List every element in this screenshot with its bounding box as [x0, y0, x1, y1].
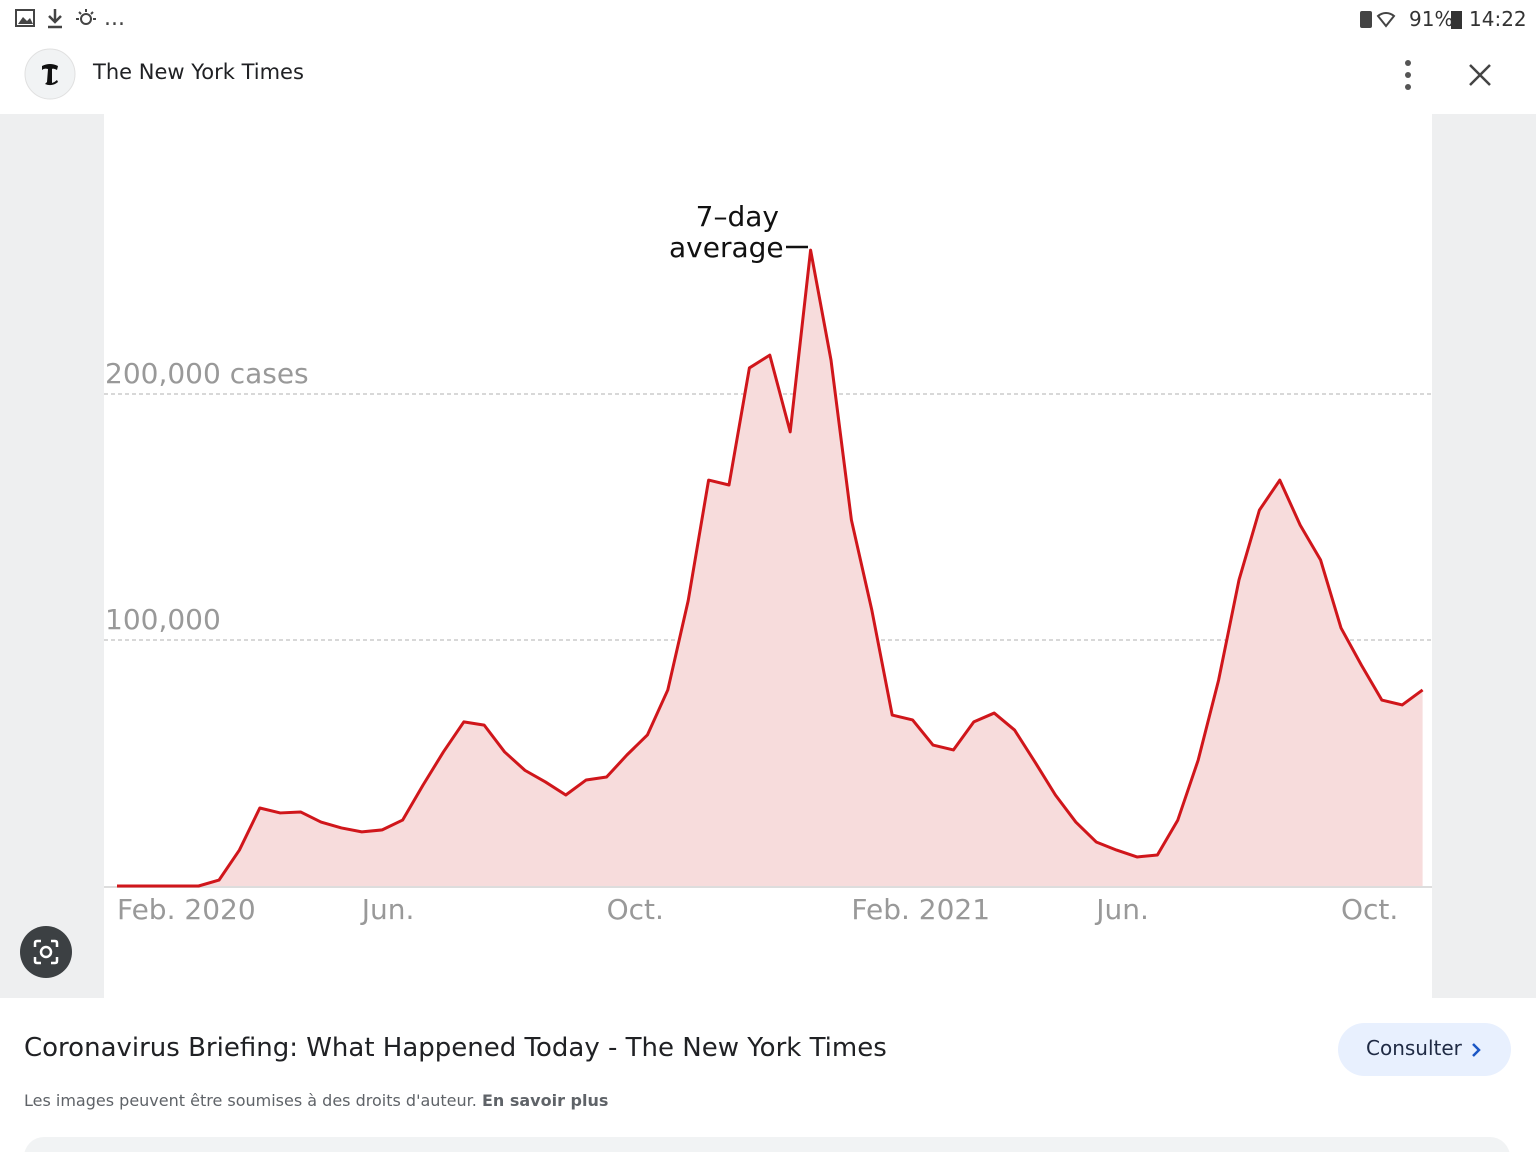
x-tick-label: Oct.: [1341, 893, 1398, 926]
x-tick-label: Oct.: [607, 893, 664, 926]
x-tick-label: Jun.: [360, 893, 415, 926]
battery-icon: [1451, 11, 1462, 29]
bottom-panel: [24, 1137, 1510, 1152]
viewer-margin: [0, 114, 104, 998]
battery-level: 91%: [1409, 7, 1454, 31]
chevron: [1472, 1043, 1481, 1057]
disclaimer: Les images peuvent être soumises à des d…: [24, 1091, 608, 1110]
menu-button[interactable]: [1396, 58, 1420, 92]
y-tick-label: 200,000 cases: [105, 357, 309, 390]
close-button[interactable]: [1466, 61, 1494, 89]
lens-button[interactable]: [20, 926, 74, 980]
status-icons-right: [1360, 11, 1396, 28]
site-name: The New York Times: [93, 60, 304, 84]
status-icons: [15, 9, 96, 29]
area: [117, 250, 1423, 887]
result-title[interactable]: Coronavirus Briefing: What Happened Toda…: [24, 1033, 887, 1063]
x-tick-label: Feb. 2021: [851, 893, 990, 926]
annotation-pointer: [786, 245, 808, 249]
chart: 100,000 200,000 cases Feb. 2020 Jun. Oct. Feb…: [104, 248, 1432, 926]
visit-button-label[interactable]: Consulter: [1366, 1036, 1462, 1060]
status-more: ...: [104, 6, 125, 31]
site-logo: [24, 48, 76, 100]
y-tick-label: 100,000: [105, 603, 221, 636]
disclaimer-text: Les images peuvent être soumises à des d…: [24, 1091, 477, 1110]
viewer-margin: [1432, 114, 1536, 998]
x-tick-label: Jun.: [1094, 893, 1149, 926]
visit-button[interactable]: [1338, 1023, 1511, 1076]
clock: 14:22: [1469, 7, 1527, 31]
x-tick-label: Feb. 2020: [117, 893, 256, 926]
learn-more-link[interactable]: En savoir plus: [481, 1091, 609, 1110]
line: [117, 248, 1424, 888]
annotation: 7–day average: [669, 200, 784, 264]
